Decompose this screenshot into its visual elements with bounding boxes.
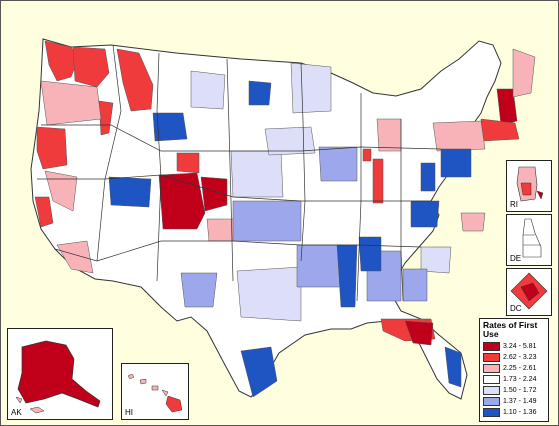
legend-item: 1.73 - 2.24 (483, 374, 545, 385)
legend-swatch (483, 397, 500, 406)
region-mt-sw (152, 112, 188, 142)
legend-label: 1.73 - 2.24 (503, 376, 537, 383)
region-ca-bay (34, 196, 54, 228)
inset-label-ak: AK (11, 408, 22, 417)
region-tx-central (236, 266, 302, 322)
regions-mid-low-rate (190, 62, 452, 322)
legend-item: 1.50 - 1.72 (483, 385, 545, 396)
legend-swatch (483, 375, 500, 384)
legend-swatch (483, 342, 500, 351)
region-plains-1 (230, 150, 284, 198)
region-ca-north (36, 126, 68, 170)
region-or-central (98, 100, 114, 136)
region-tn (358, 236, 382, 272)
legend-label: 2.25 - 2.61 (503, 365, 537, 372)
region-ma (480, 118, 520, 142)
region-nd (248, 80, 272, 106)
region-or-west (40, 80, 102, 126)
legend-label: 1.37 - 1.49 (503, 398, 537, 405)
region-ok (296, 244, 344, 288)
region-va (410, 200, 440, 228)
inset-dc: DC (506, 268, 552, 316)
legend-label: 3.24 - 5.81 (503, 343, 537, 350)
inset-rhode-island: RI (506, 160, 552, 212)
inset-label-dc: DC (510, 304, 522, 313)
regions-high-rate (34, 40, 520, 346)
dc-map (510, 272, 548, 310)
region-fl-south (444, 346, 462, 388)
state-boundaries (37, 44, 442, 302)
legend-swatch (483, 364, 500, 373)
region-co-south (206, 218, 238, 242)
map-legend: Rates of First Use 3.24 - 5.81 2.62 - 3.… (479, 318, 549, 422)
region-id-north (116, 48, 154, 112)
regions-mid-high-rate (40, 48, 536, 274)
legend-item: 3.24 - 5.81 (483, 341, 545, 352)
regions-low-rate (180, 146, 428, 308)
region-ut (158, 172, 206, 230)
region-vt-nh (496, 88, 518, 126)
legend-label: 1.50 - 1.72 (503, 387, 537, 394)
region-nv-east (108, 176, 152, 208)
region-co-north (200, 176, 228, 212)
region-il (362, 148, 372, 162)
region-fl-north (404, 320, 434, 346)
legend-item: 1.37 - 1.49 (483, 396, 545, 407)
legend-label: 2.62 - 3.23 (503, 354, 537, 361)
inset-label-de: DE (510, 254, 522, 263)
region-wy-north (190, 70, 226, 110)
region-ny (432, 120, 486, 152)
region-nc-east (460, 212, 486, 232)
inset-delaware: DE (506, 214, 552, 266)
region-wy-south (176, 152, 200, 174)
regions-lowest-rate (108, 80, 472, 398)
delaware-map (522, 218, 542, 258)
region-ks (232, 200, 302, 242)
region-mn (290, 62, 332, 114)
region-mi (376, 118, 402, 152)
region-ca-central (44, 170, 78, 212)
region-oh (420, 162, 436, 192)
legend-item: 2.25 - 2.61 (483, 363, 545, 374)
inset-hawaii: HI (121, 363, 189, 420)
region-wa-central (72, 46, 110, 88)
region-pa (440, 148, 472, 178)
alaska-map (15, 340, 101, 414)
rhode-island-map (516, 166, 544, 202)
region-in (372, 158, 384, 204)
inset-label-hi: HI (125, 408, 133, 417)
legend-item: 2.62 - 3.23 (483, 352, 545, 363)
legend-swatch (483, 386, 500, 395)
legend-item: 1.10 - 1.36 (483, 407, 545, 418)
legend-label: 1.10 - 1.36 (503, 409, 537, 416)
region-me (512, 48, 536, 98)
legend-title: Rates of First Use (483, 320, 538, 339)
hawaii-map (127, 373, 183, 413)
region-wa-west (44, 40, 80, 82)
region-ga (402, 268, 428, 302)
legend-swatch (483, 353, 500, 362)
region-ca-south (56, 240, 94, 274)
legend-swatch (483, 408, 500, 417)
region-sc (420, 246, 452, 274)
inset-label-ri: RI (510, 200, 518, 209)
inset-alaska: AK (7, 328, 113, 420)
region-tx-east (180, 272, 218, 308)
region-ia (318, 146, 358, 182)
region-tx-south (240, 346, 278, 398)
region-ne (264, 126, 316, 156)
